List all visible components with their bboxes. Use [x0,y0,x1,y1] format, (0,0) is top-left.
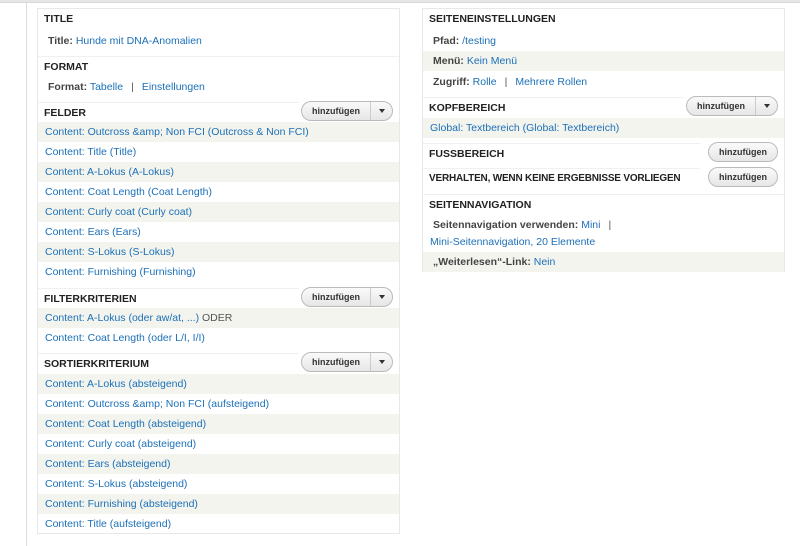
fields-row: Content: Furnishing (Furnishing) [38,262,399,282]
separator: | [504,76,508,88]
read-more-label: „Weiterlesen“-Link: [433,256,531,268]
sort-heading: SORTIERKRITERIUM [38,353,299,377]
pager-heading: SEITENNAVIGATION [423,194,784,218]
sort-link[interactable]: Content: S-Lokus (absteigend) [45,478,188,490]
caret-down-icon [763,104,770,108]
sort-row: Content: Ears (absteigend) [38,454,399,474]
fields-row: Content: Curly coat (Curly coat) [38,202,399,222]
caret-down-icon [378,360,385,364]
add-label[interactable]: hinzufügen [697,101,745,111]
fields-row: Content: Coat Length (Coat Length) [38,182,399,202]
header-add-button[interactable]: hinzufügen [686,96,778,116]
fields-heading: FELDER [38,102,299,126]
fields-link[interactable]: Content: Coat Length (Coat Length) [45,186,212,198]
sort-row: Content: Outcross &amp; Non FCI (aufstei… [38,394,399,414]
page-settings-heading: SEITENEINSTELLUNGEN [429,13,556,25]
separator: | [608,219,612,231]
sort-add-dropdown[interactable] [370,353,392,371]
fields-link[interactable]: Content: Outcross &amp; Non FCI (Outcros… [45,126,309,138]
sort-link[interactable]: Content: A-Lokus (absteigend) [45,378,187,390]
pager-link[interactable]: Mini [581,219,601,231]
fields-row: Content: S-Lokus (S-Lokus) [38,242,399,262]
sort-link[interactable]: Content: Furnishing (absteigend) [45,498,198,510]
empty-add-button[interactable]: hinzufügen [708,167,778,187]
right-column: SEITENEINSTELLUNGEN Pfad: /testing Menü:… [422,8,785,272]
filter-row: Content: Coat Length (oder L/I, I/I) [38,328,399,348]
sort-row: Content: Furnishing (absteigend) [38,494,399,514]
fields-row: Content: A-Lokus (A-Lokus) [38,162,399,182]
access-link[interactable]: Rolle [472,76,497,88]
header-heading: KOPFBEREICH [423,97,684,121]
add-label[interactable]: hinzufügen [719,147,767,157]
sort-row: Content: Coat Length (absteigend) [38,414,399,434]
footer-heading: FUSSBEREICH [423,143,700,167]
access-label: Zugriff: [433,76,470,88]
fields-row: Content: Outcross &amp; Non FCI (Outcros… [38,122,399,142]
sort-link[interactable]: Content: Coat Length (absteigend) [45,418,207,430]
path-link[interactable]: /testing [462,35,497,47]
fields-link[interactable]: Content: S-Lokus (S-Lokus) [45,246,175,258]
sort-row: Content: S-Lokus (absteigend) [38,474,399,494]
separator: | [131,81,134,93]
add-label[interactable]: hinzufügen [312,292,360,302]
fields-link[interactable]: Content: A-Lokus (A-Lokus) [45,166,174,178]
add-label[interactable]: hinzufügen [719,172,767,182]
format-settings-link[interactable]: Einstellungen [141,81,205,93]
fields-row: Content: Title (Title) [38,142,399,162]
sort-add-button[interactable]: hinzufügen [301,352,393,372]
filter-operator: ODER [202,312,233,324]
caret-down-icon [378,109,385,113]
top-border [0,0,800,3]
add-label[interactable]: hinzufügen [312,357,360,367]
menu-link[interactable]: Kein Menü [466,55,518,67]
sort-link[interactable]: Content: Title (aufsteigend) [45,518,172,530]
header-add-dropdown[interactable] [755,97,777,115]
path-label: Pfad: [433,35,460,47]
format-label: Format: [48,81,88,93]
filter-row: Content: A-Lokus (oder aw/at, ...) ODER [38,308,399,328]
sort-link[interactable]: Content: Ears (absteigend) [45,458,171,470]
format-link[interactable]: Tabelle [89,81,124,93]
title-link[interactable]: Hunde mit DNA-Anomalien [75,35,202,47]
left-column: TITLE Title: Hunde mit DNA-Anomalien FOR… [37,8,400,534]
header-item-link[interactable]: Global: Textbereich (Global: Textbereich… [430,122,620,134]
fields-row: Content: Ears (Ears) [38,222,399,242]
footer-add-button[interactable]: hinzufügen [708,142,778,162]
filters-heading: FILTERKRITERIEN [38,288,299,312]
title-label: Title: [48,35,73,47]
filters-add-dropdown[interactable] [370,288,392,306]
read-more-link[interactable]: Nein [533,256,556,268]
add-label[interactable]: hinzufügen [312,106,360,116]
caret-down-icon [378,295,385,299]
pager-label: Seitennavigation verwenden: [433,219,579,231]
fields-link[interactable]: Content: Furnishing (Furnishing) [45,266,196,278]
filter-link[interactable]: Content: A-Lokus (oder aw/at, ...) [45,312,200,324]
fields-link[interactable]: Content: Title (Title) [45,146,137,158]
fields-link[interactable]: Content: Curly coat (Curly coat) [45,206,193,218]
filters-add-button[interactable]: hinzufügen [301,287,393,307]
fields-add-dropdown[interactable] [370,102,392,120]
title-heading: TITLE [44,13,74,25]
filter-link[interactable]: Content: Coat Length (oder L/I, I/I) [45,332,205,344]
left-divider [26,3,27,546]
fields-link[interactable]: Content: Ears (Ears) [45,226,141,238]
empty-heading: VERHALTEN, WENN KEINE ERGEBNISSE VORLIEG… [423,168,700,192]
sort-row: Content: A-Lokus (absteigend) [38,374,399,394]
sort-link[interactable]: Content: Outcross &amp; Non FCI (aufstei… [45,398,270,410]
access-more-link[interactable]: Mehrere Rollen [515,76,588,88]
sort-row: Content: Curly coat (absteigend) [38,434,399,454]
menu-label: Menü: [433,55,464,67]
pager-detail-link[interactable]: Mini-Seitennavigation, 20 Elemente [430,236,596,248]
format-heading: FORMAT [38,56,399,80]
fields-add-button[interactable]: hinzufügen [301,101,393,121]
sort-row: Content: Title (aufsteigend) [38,514,399,534]
sort-link[interactable]: Content: Curly coat (absteigend) [45,438,197,450]
